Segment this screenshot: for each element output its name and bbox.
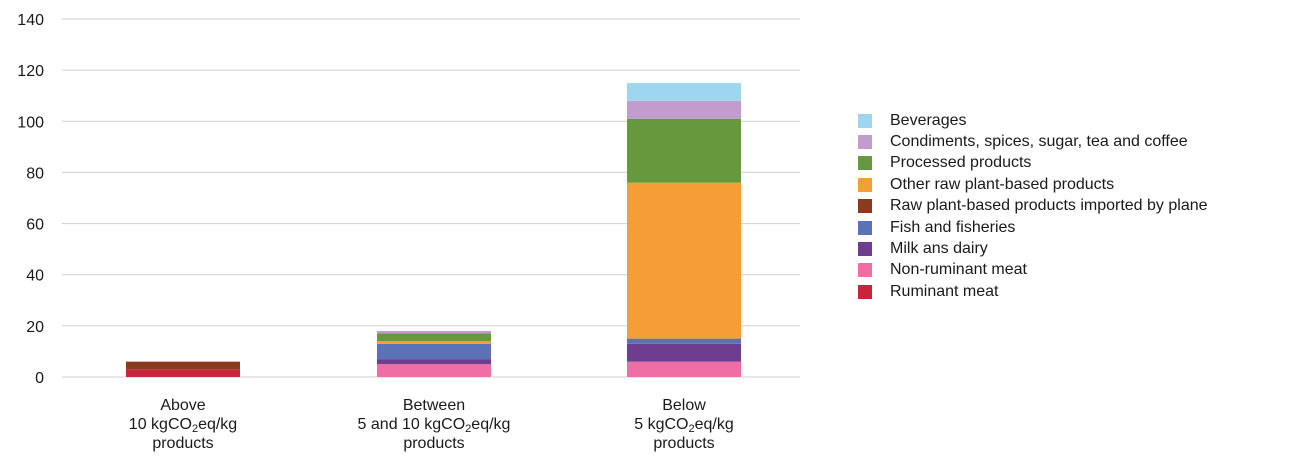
y-tick-label: 60 <box>26 217 44 234</box>
x-category-label-line: Below <box>662 397 706 414</box>
legend-swatch <box>858 135 872 150</box>
bar-segment <box>627 82 741 101</box>
stacked-bar-chart: 0 20 40 60 80 100 120 140 <box>17 12 800 387</box>
legend-swatch <box>858 199 872 214</box>
y-tick-label: 80 <box>26 165 44 182</box>
legend-label: Ruminant meat <box>890 282 999 300</box>
bar-segment <box>126 369 240 377</box>
x-category-label-line: 10 kgCO2eq/kg <box>128 416 238 435</box>
bar-segment <box>126 361 240 370</box>
y-tick-label: 20 <box>26 319 44 336</box>
x-category-label-line: Between <box>402 397 466 414</box>
legend-item: Ruminant meat <box>858 281 1208 302</box>
bar-segment <box>377 341 491 344</box>
legend-swatch <box>858 220 872 235</box>
bar-segment <box>377 330 491 334</box>
x-category-label: Above 10 kgCO2eq/kg products <box>63 396 303 453</box>
y-tick-label: 100 <box>17 114 44 131</box>
x-category-label: Between 5 and 10 kgCO2eq/kg products <box>314 396 554 453</box>
legend-label: Condiments, spices, sugar, tea and coffe… <box>890 133 1188 151</box>
legend-swatch <box>858 263 872 278</box>
legend-item: Other raw plant-based products <box>858 174 1208 195</box>
y-tick-label: 40 <box>26 268 44 285</box>
legend-swatch <box>858 284 872 299</box>
y-tick-label: 0 <box>35 370 44 387</box>
legend-item: Raw plant-based products imported by pla… <box>858 196 1208 217</box>
y-tick-label: 120 <box>17 63 44 80</box>
y-axis-ticks: 0 20 40 60 80 100 120 140 <box>17 12 44 387</box>
bar-segment <box>627 118 741 183</box>
legend-item: Milk ans dairy <box>858 238 1208 259</box>
legend-label: Non-ruminant meat <box>890 261 1027 279</box>
bar-segment <box>377 333 491 342</box>
bar-segment <box>627 182 741 339</box>
y-tick-label: 140 <box>17 12 44 29</box>
bar-segment <box>377 359 491 365</box>
bar-segment <box>627 100 741 119</box>
legend-swatch <box>858 113 872 128</box>
bar-segment <box>377 364 491 377</box>
legend: Beverages Condiments, spices, sugar, tea … <box>858 110 1208 303</box>
legend-item: Beverages <box>858 110 1208 131</box>
legend-label: Raw plant-based products imported by pla… <box>890 197 1208 215</box>
legend-item: Non-ruminant meat <box>858 260 1208 281</box>
legend-swatch <box>858 156 872 171</box>
bar-segment <box>627 338 741 344</box>
legend-item: Fish and fisheries <box>858 217 1208 238</box>
x-category-label-line: products <box>403 435 465 452</box>
legend-label: Fish and fisheries <box>890 218 1016 236</box>
legend-item: Processed products <box>858 153 1208 174</box>
legend-label: Beverages <box>890 111 967 129</box>
gridlines <box>62 18 800 378</box>
x-category-label: Below 5 kgCO2eq/kg products <box>564 396 804 453</box>
x-category-label-line: 5 and 10 kgCO2eq/kg <box>357 416 511 435</box>
bar-segment <box>627 343 741 362</box>
x-category-label-line: Above <box>160 397 206 414</box>
legend-label: Other raw plant-based products <box>890 175 1115 193</box>
x-category-label-line: 5 kgCO2eq/kg <box>634 416 734 435</box>
legend-swatch <box>858 177 872 192</box>
bar-segment <box>627 361 741 377</box>
bars <box>126 82 741 377</box>
legend-label: Processed products <box>890 154 1032 172</box>
x-category-label-line: products <box>152 435 214 452</box>
x-category-label-line: products <box>653 435 715 452</box>
legend-item: Condiments, spices, sugar, tea and coffe… <box>858 131 1208 152</box>
bar-segment <box>377 343 491 360</box>
legend-label: Milk ans dairy <box>890 240 988 258</box>
legend-swatch <box>858 242 872 257</box>
